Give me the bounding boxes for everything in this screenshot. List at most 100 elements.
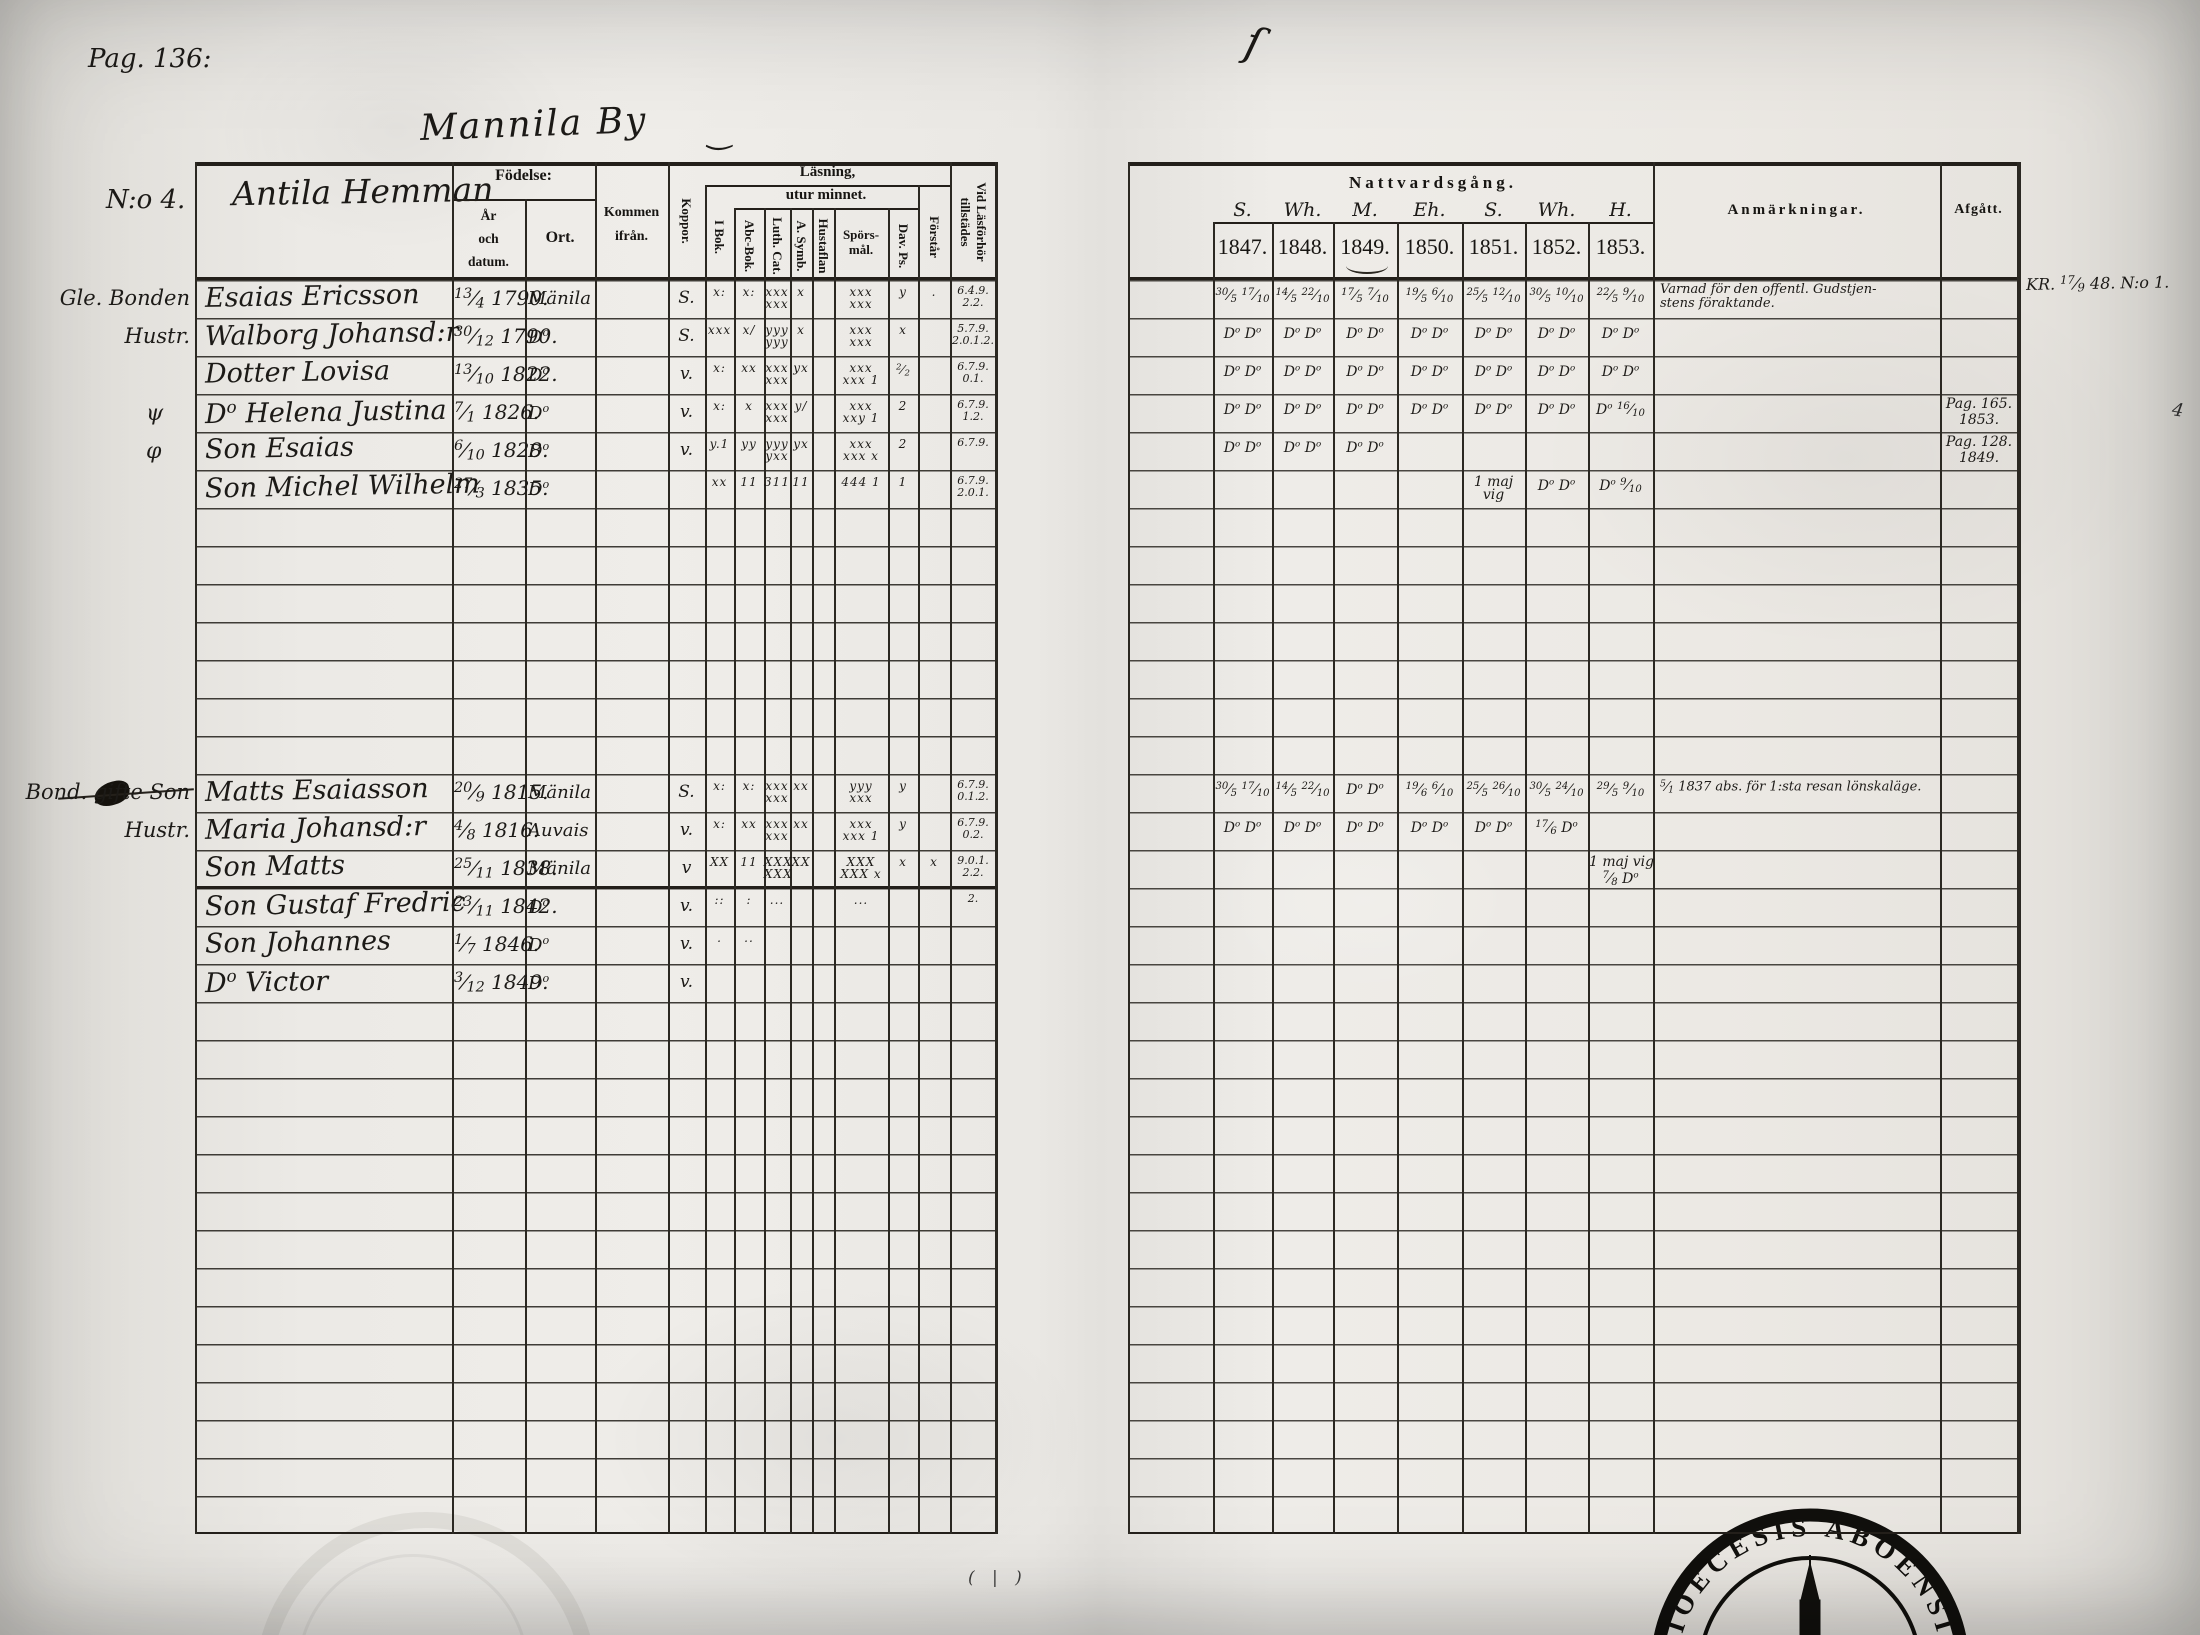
reading-marks: yyy yxx: [765, 437, 789, 463]
communion-dates: Do Do: [1537, 325, 1576, 342]
attendance-code: 6.4.9. 2.2.: [957, 284, 989, 309]
communion-dates: Do Do: [1223, 325, 1262, 342]
person-name: Son Gustaf Fredric: [204, 886, 466, 923]
birth-date: 27⁄3 1835.: [454, 476, 549, 502]
communion-dates: Do Do: [1601, 363, 1640, 380]
smallpox-mark: v.: [680, 972, 693, 992]
year-header: 1847.: [1217, 234, 1268, 259]
birth-place: Do: [528, 326, 550, 348]
smallpox-mark: v.: [680, 440, 693, 460]
year-header: 1849.: [1340, 234, 1390, 259]
reading-marks: y: [899, 817, 907, 831]
reading-marks: xxx xxx: [765, 817, 789, 843]
communion-dates: 25⁄5 26⁄10: [1466, 781, 1521, 799]
attendance-code: 6.7.9. 0.1.2.: [957, 778, 989, 803]
smallpox-mark: v.: [680, 364, 693, 384]
nattvardsgang-title: Nattvardsgång.: [1349, 173, 1517, 192]
communion-dates: 30⁄5 10⁄10: [1529, 287, 1584, 305]
rule-line: [1128, 1532, 2017, 1534]
birth-place: Do: [528, 478, 550, 500]
reading-marks: 2⁄2: [895, 363, 910, 379]
reading-marks: yyy xxx: [849, 779, 873, 805]
edge-mark: 4: [2170, 399, 2186, 422]
household-number: N:o 4.: [106, 185, 186, 215]
reading-marks: XX: [709, 855, 730, 869]
right-table-row-grid: [1128, 280, 2017, 1534]
reading-marks: 444 1: [841, 475, 881, 489]
rule-line: [668, 162, 670, 1534]
person-name: Dotter Lovisa: [204, 355, 391, 390]
reading-marks: xxx: [707, 323, 732, 337]
reading-marks: x: [797, 323, 805, 337]
reading-marks: xxx xxx: [765, 399, 789, 425]
year-header: 1852.: [1531, 234, 1582, 259]
anmarkningar-header: Anmärkningar.: [1727, 202, 1866, 218]
reading-marks: 11: [792, 475, 810, 489]
attendance-code: 6.7.9. 0.1.: [957, 360, 989, 385]
col-header-ort: Ort.: [545, 229, 575, 246]
reading-marks: x: [930, 855, 938, 869]
reading-marks: ::: [714, 893, 725, 907]
birth-place: Do: [528, 896, 550, 918]
year-header: 1850.: [1404, 234, 1455, 259]
reading-marks: 311: [764, 475, 790, 489]
reading-marks: x: [797, 285, 805, 299]
reading-marks: xxx xxx: [765, 285, 789, 311]
col-header-kommen: Kommen ifrån.: [603, 205, 660, 244]
rule-line: [1128, 162, 2017, 166]
margin-note: KR. 17⁄9 48. N:o 1.: [2025, 272, 2170, 295]
smallpox-mark: v: [681, 858, 692, 878]
person-name: Do Victor: [204, 965, 329, 1000]
col-header-ar-datum: År och datum.: [468, 208, 509, 269]
village-name: Mannila By: [419, 100, 649, 149]
communion-col-letter: S.: [1484, 199, 1503, 221]
reading-marks: xxx xxy 1: [842, 399, 880, 425]
communion-col-letter: Wh.: [1283, 199, 1322, 221]
rule-line: [812, 208, 814, 1534]
birth-date: 3⁄12 1849.: [454, 970, 549, 996]
reading-marks: 11: [740, 475, 758, 489]
reading-marks: 2: [898, 437, 908, 451]
rule-line: [1333, 222, 1335, 1534]
communion-dates: Do Do: [1283, 363, 1322, 380]
birth-place: Do: [528, 972, 550, 994]
rule-line: [918, 185, 920, 1534]
person-name: Esaias Ericsson: [204, 279, 420, 314]
person-name: Walborg Johansd:r: [204, 316, 459, 353]
birth-place: Auvais: [528, 820, 589, 841]
birth-place: Do: [528, 364, 550, 386]
communion-dates: 17⁄6 Do: [1535, 819, 1578, 837]
reading-marks: x:: [713, 817, 726, 831]
year-header: 1848.: [1277, 234, 1328, 259]
attendance-code: 6.7.9. 1.2.: [957, 398, 989, 423]
communion-dates: 14⁄5 22⁄10: [1275, 287, 1330, 305]
communion-col-letter: Wh.: [1537, 199, 1576, 221]
reading-marks: xx: [793, 779, 809, 793]
page-number-label: Pag. 136:: [88, 44, 212, 74]
rule-line: [705, 185, 707, 1534]
col-header-lasning: Läsning,: [799, 164, 856, 180]
rule-line: [790, 208, 792, 1534]
attendance-code: 6.7.9.: [957, 436, 989, 449]
communion-dates: 1 maj vig: [1473, 474, 1514, 503]
year-header: 1853.: [1595, 234, 1646, 259]
col-header-sporsmal: Spörs- mål.: [842, 227, 880, 257]
corner-squiggle: ſ: [1240, 16, 1268, 69]
smallpox-mark: v.: [680, 820, 693, 840]
reading-marks: XXX XXX: [764, 855, 793, 881]
reading-marks: XX: [791, 855, 811, 869]
margin-symbol: φ: [146, 439, 162, 464]
communion-dates: 25⁄5 12⁄10: [1466, 287, 1521, 305]
smallpox-mark: v.: [680, 896, 693, 916]
communion-dates: Do Do: [1474, 819, 1513, 836]
birth-date: 1⁄7 1846.: [454, 932, 540, 958]
reading-marks: xxx xxx: [765, 779, 789, 805]
reading-marks: x:: [713, 779, 726, 793]
communion-dates: 19⁄5 6⁄10: [1405, 287, 1454, 305]
reading-marks: 11: [740, 855, 758, 869]
reading-marks: .: [931, 285, 937, 299]
communion-col-letter: M.: [1352, 199, 1378, 221]
rule-line: [995, 162, 998, 1534]
